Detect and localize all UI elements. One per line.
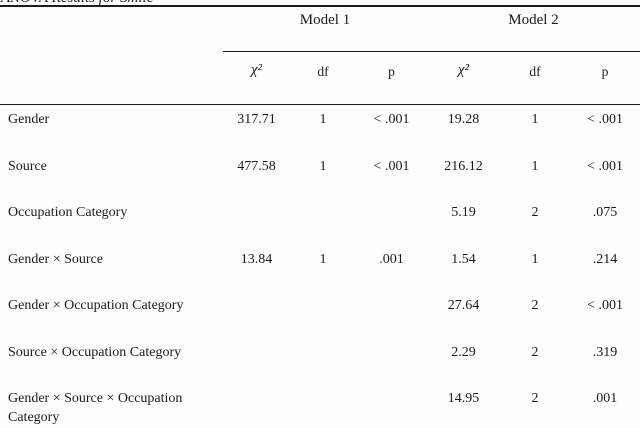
cell-m1-df — [290, 385, 356, 389]
cell-m1-df: 1 — [319, 158, 327, 174]
row-label: Source — [8, 158, 47, 174]
cell-m1-chi2: 13.84 — [240, 251, 273, 267]
table-row: Gender × Source × Occupation Category 14… — [0, 385, 640, 428]
rule-spanner — [223, 51, 640, 53]
cell-m1-chi2 — [223, 339, 290, 343]
rule-top — [0, 5, 640, 7]
table-row: Gender × Occupation Category 27.64 2 < .… — [0, 292, 640, 339]
cell-m2-chi2: 27.64 — [447, 298, 480, 313]
cell-m2-p: .001 — [592, 391, 618, 406]
row-label: Occupation Category — [8, 205, 128, 220]
table-row: Gender × Source 13.84 1 .001 1.54 1 .214 — [0, 246, 640, 293]
cell-m2-chi2: 2.29 — [451, 344, 476, 360]
row-label: Gender × Source × Occupation Category — [8, 391, 183, 425]
table-body: Gender 317.71 1 < .001 19.28 1 < .001 So… — [0, 106, 640, 428]
cell-m1-chi2: 477.58 — [237, 158, 276, 174]
colhead-m2-chi2: χ² — [457, 62, 470, 78]
cell-m2-p: < .001 — [587, 112, 623, 127]
cell-m2-p: < .001 — [587, 298, 623, 313]
cell-m2-chi2: 14.95 — [447, 391, 480, 406]
spanner-stub — [0, 12, 223, 29]
cell-m2-chi2: 1.54 — [451, 251, 476, 267]
cell-m2-chi2: 5.19 — [451, 205, 476, 220]
cell-m1-p — [356, 292, 427, 296]
cell-m2-p: .075 — [592, 205, 618, 220]
table-row: Occupation Category 5.19 2 .075 — [0, 199, 640, 246]
cell-m1-p: < .001 — [373, 112, 410, 127]
colhead-stub — [0, 60, 223, 80]
row-label: Gender — [8, 112, 50, 127]
cell-m1-df — [290, 339, 356, 343]
cell-m2-chi2: 216.12 — [444, 158, 483, 174]
cell-m1-chi2 — [223, 292, 290, 296]
cell-m1-p: .001 — [379, 251, 404, 267]
cell-m1-df — [290, 292, 356, 296]
cell-m1-chi2 — [223, 199, 290, 203]
spanner-model-1: Model 1 — [299, 12, 351, 28]
cell-m2-df: 1 — [531, 251, 539, 267]
row-label: Source × Occupation Category — [8, 344, 182, 360]
table-title: ANOVA Results for Smile — [1, 0, 153, 7]
table-row: Source × Occupation Category 2.29 2 .319 — [0, 339, 640, 386]
cell-m1-df: 1 — [319, 251, 327, 267]
cell-m1-p: < .001 — [373, 158, 410, 174]
cell-m1-p — [356, 339, 427, 343]
cell-m2-df: 2 — [531, 344, 539, 360]
row-label: Gender × Occupation Category — [8, 298, 184, 313]
colhead-m1-chi2: χ² — [250, 62, 263, 78]
colhead-m2-df: df — [529, 64, 541, 79]
cell-m1-chi2: 317.71 — [237, 112, 276, 127]
table-row: Gender 317.71 1 < .001 19.28 1 < .001 — [0, 106, 640, 153]
spanner-model-2: Model 2 — [508, 12, 559, 28]
rule-header-bottom — [0, 103, 640, 106]
cell-m1-df — [290, 199, 356, 203]
cell-m2-chi2: 19.28 — [447, 112, 480, 127]
cell-m2-p: .214 — [592, 251, 618, 267]
column-header-row: χ² df p χ² df p — [0, 60, 640, 80]
row-label: Gender × Source — [8, 251, 103, 267]
cell-m1-p — [356, 385, 427, 389]
cell-m2-df: 2 — [531, 391, 539, 406]
colhead-m1-p: p — [388, 64, 395, 79]
table-row: Source 477.58 1 < .001 216.12 1 < .001 — [0, 153, 640, 200]
colhead-m2-p: p — [601, 64, 609, 79]
cell-m2-df: 1 — [531, 112, 539, 127]
cell-m2-p: .319 — [592, 344, 618, 360]
cell-m1-chi2 — [223, 385, 290, 389]
cell-m1-df: 1 — [319, 112, 327, 127]
cell-m2-df: 2 — [531, 205, 539, 220]
colhead-m1-df: df — [317, 64, 329, 79]
model-spanner-row: Model 1 Model 2 — [0, 12, 640, 29]
cell-m2-df: 1 — [531, 158, 539, 174]
cell-m1-p — [356, 199, 427, 203]
cell-m2-df: 2 — [531, 298, 539, 313]
cell-m2-p: < .001 — [587, 158, 623, 174]
